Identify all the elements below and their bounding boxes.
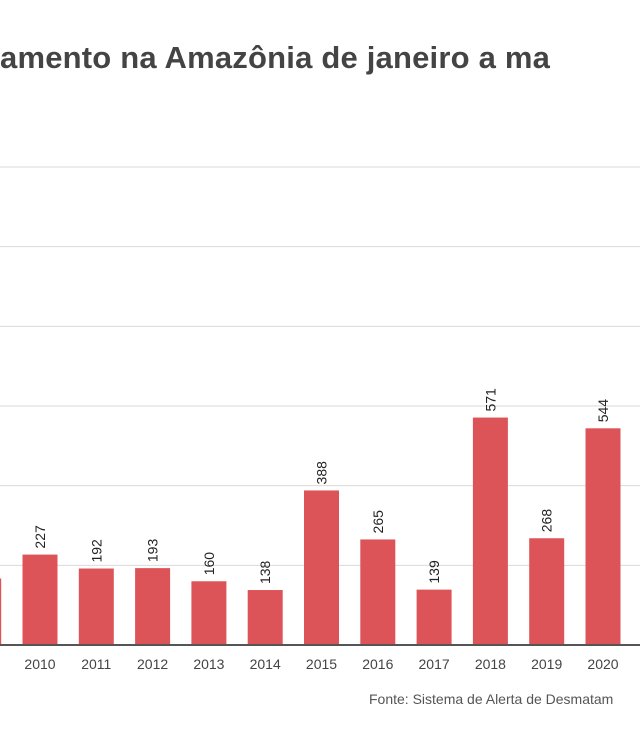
bar [585,428,621,645]
chart-title: amento na Amazônia de janeiro a ma [0,40,551,75]
x-tick-label: 2012 [137,656,168,672]
bar [191,581,227,645]
bar [0,578,2,645]
source-note: Fonte: Sistema de Alerta de Desmatam [369,691,614,707]
bar [247,590,283,645]
x-tick-label: 2010 [24,656,55,672]
x-tick-label: 2015 [306,656,337,672]
data-label: 388 [314,461,330,485]
data-label: 160 [201,552,217,576]
data-label: 138 [257,560,273,584]
bar [22,554,58,645]
bar [416,589,452,645]
bar [360,539,396,645]
x-tick-label: 2013 [193,656,224,672]
bar [304,490,339,645]
data-label: 227 [32,525,48,549]
bar [472,417,508,645]
x-tick-label: 2018 [475,656,506,672]
x-tick-label: 2017 [419,656,450,672]
x-tick-label: 2016 [362,656,393,672]
data-label: 192 [88,539,104,563]
data-label: 139 [426,560,442,584]
bar [529,538,565,645]
data-label: 268 [539,509,555,533]
x-tick-label: 2014 [250,656,281,672]
data-label: 571 [482,388,498,412]
x-tick-label: 2011 [81,656,111,672]
x-tick-label: 2020 [587,656,618,672]
bar [78,568,114,645]
data-label: 544 [595,399,611,423]
data-label: 193 [145,539,161,563]
bar [135,568,171,645]
x-tick-label: 2019 [531,656,562,672]
data-label: 265 [370,510,386,534]
